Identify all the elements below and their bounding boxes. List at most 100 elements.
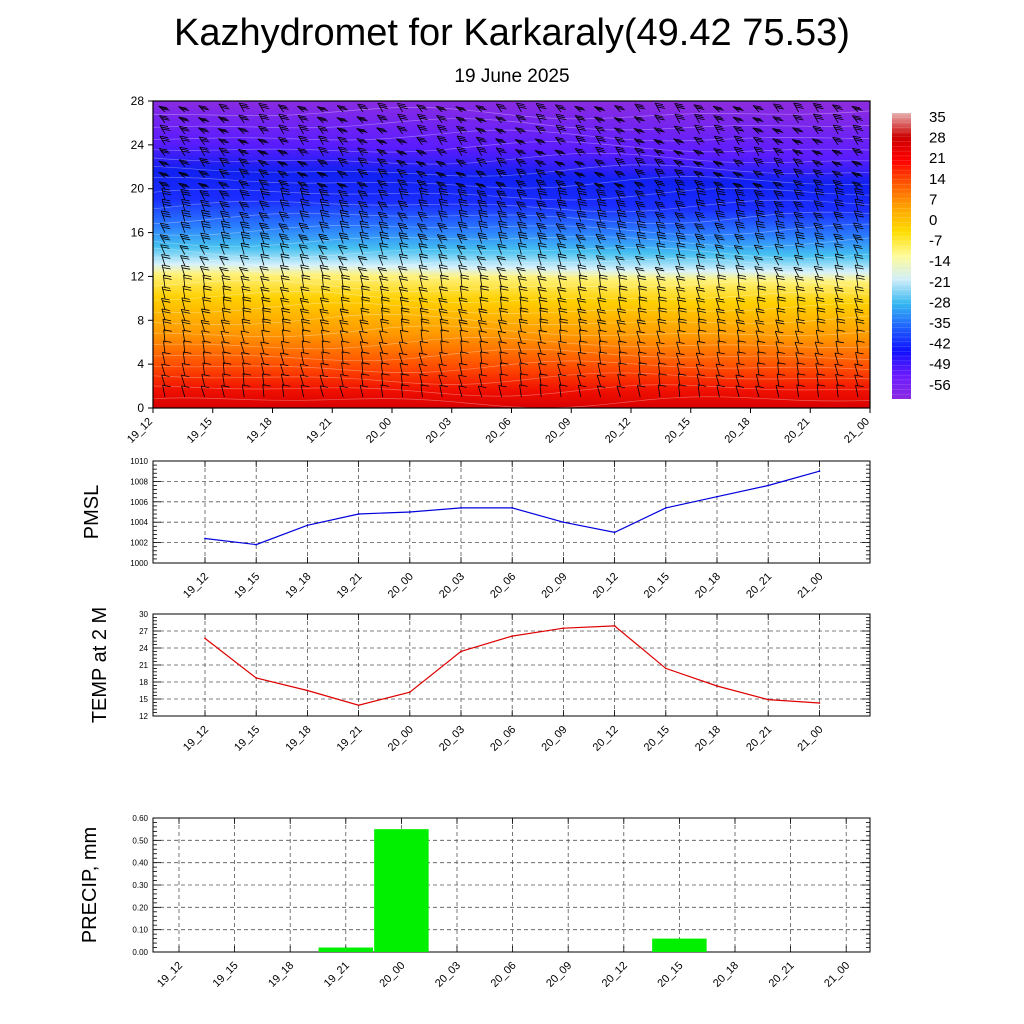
wind-barb [357,168,369,178]
y-tick-label: 1002 [130,539,148,548]
wind-barb [575,244,586,255]
wind-barb [417,211,428,222]
y-tick-label: 12 [131,269,145,283]
wind-barb [656,231,667,244]
wind-barb [398,341,408,354]
wind-barb [218,169,230,178]
y-tick-label: 0.30 [132,881,148,890]
wind-barb [298,222,310,233]
wind-barb [713,181,725,189]
wind-barb [457,189,468,200]
wind-barb [162,352,171,365]
wind-barb [319,221,330,233]
wind-barb [594,182,606,190]
wind-barb [162,384,171,398]
wind-barb [655,221,666,233]
wind-barb [318,245,328,255]
wind-barb [737,274,747,288]
wind-barb [634,103,646,113]
wind-barb [577,363,586,376]
wind-barb [815,329,825,343]
x-tick-label: 20_06 [488,571,518,601]
wind-barb [594,125,606,135]
wind-barb [516,102,527,113]
wind-barb [557,199,568,211]
y-tick-label: 24 [139,644,148,653]
wind-barb [179,135,191,146]
wind-barb [457,255,467,266]
wind-barb [399,363,409,376]
y-tick-label: 8 [137,313,144,327]
wind-barb [852,124,864,135]
wind-barb [438,254,448,266]
x-tick-label: 19_15 [232,571,262,601]
wind-barb [534,150,546,157]
colorbar-label: 35 [929,109,946,126]
wind-barb [832,136,844,146]
contour-line [153,118,870,131]
wind-barb [596,374,606,387]
wind-barb [754,266,764,277]
wind-barb [616,220,627,233]
wind-barb [220,220,231,233]
wind-barb [338,199,350,211]
wind-barb [792,158,804,168]
wind-barb [339,308,349,321]
wind-barb [537,352,546,365]
wind-barb [676,242,686,255]
wind-barb [498,341,507,354]
wind-barb [636,330,645,343]
wind-barb [378,341,388,354]
wind-barb [674,179,686,189]
wind-barb [851,160,863,168]
wind-barb [495,138,507,146]
wind-barb [180,221,191,233]
wind-barb [516,254,527,266]
colorbar-label: -56 [929,377,951,394]
wind-barb [379,330,388,343]
precip-bar [318,947,374,952]
y-tick-label: 21 [139,661,148,670]
wind-barb [595,233,607,244]
wind-barb [793,266,803,277]
contour-line [153,247,870,259]
wind-barb [316,182,328,190]
wind-barb [496,190,507,200]
wind-barb [416,170,428,179]
wind-barb [795,231,805,244]
wind-barb [792,149,804,157]
wind-barb [238,180,250,189]
wind-barb [418,352,428,365]
wind-barb [281,307,291,321]
wind-barb [773,201,785,211]
wind-barb [299,210,310,222]
wind-barb [396,150,408,157]
wind-barb [517,231,528,244]
wind-barb [615,146,626,157]
wind-barb [614,136,626,146]
wind-barb [594,116,606,124]
wind-barb [161,374,170,387]
wind-barb [595,135,606,146]
wind-barb [574,105,586,113]
wind-barb [832,113,844,124]
wind-barb [635,243,646,255]
wind-barb [418,264,428,277]
wind-barb [180,255,190,266]
colorbar-label: 28 [929,130,946,147]
wind-barb [299,298,309,310]
wind-barb [853,210,865,222]
wind-barb [538,363,547,376]
wind-barb [399,242,409,255]
contour-line [153,152,870,165]
wind-barb [753,146,765,157]
wind-barb [796,318,806,332]
wind-barb [733,135,745,146]
wind-barb [755,374,765,387]
wind-barb [419,307,429,321]
wind-barb [735,265,745,277]
wind-barb [181,209,192,222]
y-axis-label: PRECIP, mm [79,827,101,943]
wind-barb [258,113,270,124]
wind-barb [475,170,487,179]
